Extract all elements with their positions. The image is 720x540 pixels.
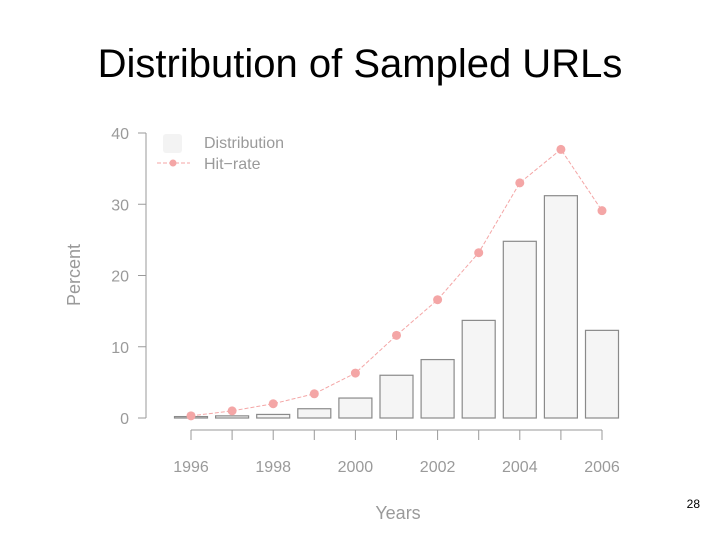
hit-rate-point bbox=[392, 330, 401, 340]
distribution-bar bbox=[543, 195, 579, 419]
y-axis-label: Percent bbox=[64, 244, 84, 306]
legend-label-distribution: Distribution bbox=[204, 135, 284, 152]
legend-marker-hit-rate bbox=[169, 159, 177, 167]
hit-rate-point bbox=[433, 295, 443, 305]
y-tick-label: 10 bbox=[111, 340, 129, 357]
x-axis-label: Years bbox=[375, 503, 420, 523]
legend: Distribution Hit−rate bbox=[157, 134, 284, 173]
x-tick-label: 2006 bbox=[584, 459, 620, 476]
y-tick-label: 0 bbox=[120, 411, 129, 428]
distribution-bar bbox=[584, 329, 620, 419]
hit-rate-point bbox=[556, 144, 566, 154]
legend-label-hit-rate: Hit−rate bbox=[204, 156, 261, 173]
x-tick-label: 2000 bbox=[338, 459, 374, 476]
hit-rate-point bbox=[597, 206, 607, 216]
distribution-bar bbox=[215, 415, 250, 419]
distribution-bar bbox=[502, 240, 537, 419]
distribution-bar bbox=[379, 374, 414, 419]
distribution-bars bbox=[173, 195, 620, 419]
distribution-bar bbox=[297, 408, 332, 419]
hit-rate-point bbox=[474, 248, 484, 258]
distribution-bar bbox=[420, 358, 455, 419]
hit-rate-polyline bbox=[190, 148, 603, 417]
hit-rate-point bbox=[350, 368, 360, 378]
x-tick-label: 2002 bbox=[420, 459, 456, 476]
hit-rate-line bbox=[186, 144, 607, 421]
x-axis: 1996 1998 2000 2002 2004 2006 bbox=[173, 429, 620, 476]
hit-rate-point bbox=[268, 399, 278, 409]
y-tick-label: 40 bbox=[111, 126, 129, 143]
distribution-bar bbox=[338, 397, 373, 419]
hit-rate-point bbox=[227, 406, 237, 416]
hit-rate-point bbox=[309, 389, 319, 399]
y-tick-label: 20 bbox=[111, 269, 129, 286]
x-tick-label: 2004 bbox=[502, 459, 538, 476]
distribution-bar bbox=[256, 413, 291, 419]
x-tick-label: 1998 bbox=[255, 459, 291, 476]
hit-rate-point bbox=[186, 411, 196, 421]
distribution-bar bbox=[461, 319, 496, 419]
page-number: 28 bbox=[686, 497, 700, 511]
y-axis: 0 10 20 30 40 bbox=[111, 126, 147, 428]
x-tick-label: 1996 bbox=[173, 459, 209, 476]
hit-rate-point bbox=[515, 178, 525, 188]
slide-title: Distribution of Sampled URLs bbox=[97, 42, 623, 86]
legend-swatch-distribution bbox=[163, 134, 182, 153]
y-tick-label: 30 bbox=[111, 197, 129, 214]
